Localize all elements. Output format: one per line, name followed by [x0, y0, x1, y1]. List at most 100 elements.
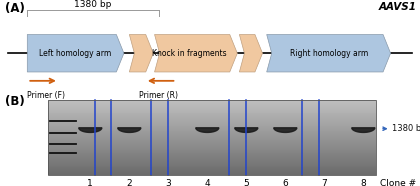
Bar: [48, 155, 376, 156]
Text: 5: 5: [244, 179, 249, 186]
Bar: [48, 102, 376, 103]
Bar: [48, 114, 376, 115]
Polygon shape: [118, 128, 141, 132]
Bar: [48, 112, 376, 113]
Bar: [48, 119, 376, 120]
Bar: [48, 133, 376, 134]
Bar: [48, 170, 376, 171]
Bar: [48, 110, 376, 111]
Bar: [48, 136, 376, 137]
Bar: [48, 150, 376, 151]
Text: 1380 bp: 1380 bp: [392, 124, 420, 133]
Bar: [48, 158, 376, 159]
Bar: [48, 140, 376, 141]
Text: 8: 8: [360, 179, 366, 186]
Bar: [48, 172, 376, 173]
Bar: [48, 105, 376, 106]
Bar: [48, 138, 376, 139]
Text: Primer (R): Primer (R): [139, 91, 178, 100]
Polygon shape: [155, 34, 237, 72]
Bar: [48, 165, 376, 166]
Bar: [48, 159, 376, 160]
Bar: [48, 117, 376, 118]
Bar: [48, 127, 376, 128]
Bar: [48, 173, 376, 174]
Polygon shape: [129, 34, 153, 72]
Polygon shape: [196, 128, 219, 132]
Bar: [48, 143, 376, 144]
Text: 7: 7: [321, 179, 327, 186]
Bar: [48, 162, 376, 163]
Bar: [48, 154, 376, 155]
Bar: [48, 137, 376, 138]
Bar: [48, 134, 376, 135]
Bar: [48, 100, 376, 101]
Bar: [48, 131, 376, 132]
Text: AAVS1: AAVS1: [379, 2, 417, 12]
Bar: [48, 109, 376, 110]
Text: Primer (F): Primer (F): [27, 91, 65, 100]
Bar: [48, 125, 376, 126]
Bar: [48, 116, 376, 117]
Text: 3: 3: [165, 179, 171, 186]
Bar: [48, 153, 376, 154]
Bar: [48, 160, 376, 161]
Bar: [48, 120, 376, 121]
Bar: [48, 156, 376, 157]
Polygon shape: [239, 34, 262, 72]
Bar: [48, 144, 376, 145]
Bar: [48, 164, 376, 165]
Bar: [48, 113, 376, 114]
Bar: [48, 174, 376, 175]
Polygon shape: [274, 128, 297, 132]
Bar: [48, 121, 376, 122]
Bar: [48, 163, 376, 164]
Polygon shape: [79, 128, 102, 132]
Bar: [48, 151, 376, 152]
Bar: [48, 147, 376, 148]
Text: (B): (B): [5, 95, 25, 108]
Text: 6: 6: [282, 179, 288, 186]
Bar: [48, 167, 376, 168]
Bar: [48, 107, 376, 108]
Bar: [48, 152, 376, 153]
Bar: [48, 169, 376, 170]
Bar: [48, 122, 376, 123]
Text: Left homology arm: Left homology arm: [39, 49, 112, 58]
Bar: [48, 149, 376, 150]
Bar: [48, 128, 376, 129]
Bar: [48, 129, 376, 130]
Bar: [48, 171, 376, 172]
Text: 2: 2: [126, 179, 132, 186]
Bar: [48, 118, 376, 119]
Bar: [48, 157, 376, 158]
Bar: [48, 115, 376, 116]
Bar: [48, 161, 376, 162]
Bar: [48, 146, 376, 147]
Bar: [48, 104, 376, 105]
Bar: [48, 111, 376, 112]
Bar: [48, 135, 376, 136]
Bar: [48, 148, 376, 149]
Polygon shape: [27, 34, 124, 72]
Bar: [48, 142, 376, 143]
Bar: [48, 141, 376, 142]
Polygon shape: [267, 34, 391, 72]
Bar: [48, 100, 376, 175]
Bar: [48, 166, 376, 167]
Bar: [48, 103, 376, 104]
Text: Knock in fragments: Knock in fragments: [152, 49, 227, 58]
Bar: [48, 145, 376, 146]
Bar: [48, 139, 376, 140]
Bar: [48, 132, 376, 133]
Bar: [48, 130, 376, 131]
Text: Right homology arm: Right homology arm: [289, 49, 368, 58]
Text: 1: 1: [87, 179, 93, 186]
Bar: [48, 108, 376, 109]
Text: Clone #: Clone #: [380, 179, 416, 186]
Text: 1380 bp: 1380 bp: [74, 0, 112, 9]
Bar: [48, 126, 376, 127]
Bar: [48, 106, 376, 107]
Text: 4: 4: [205, 179, 210, 186]
Polygon shape: [235, 128, 258, 132]
